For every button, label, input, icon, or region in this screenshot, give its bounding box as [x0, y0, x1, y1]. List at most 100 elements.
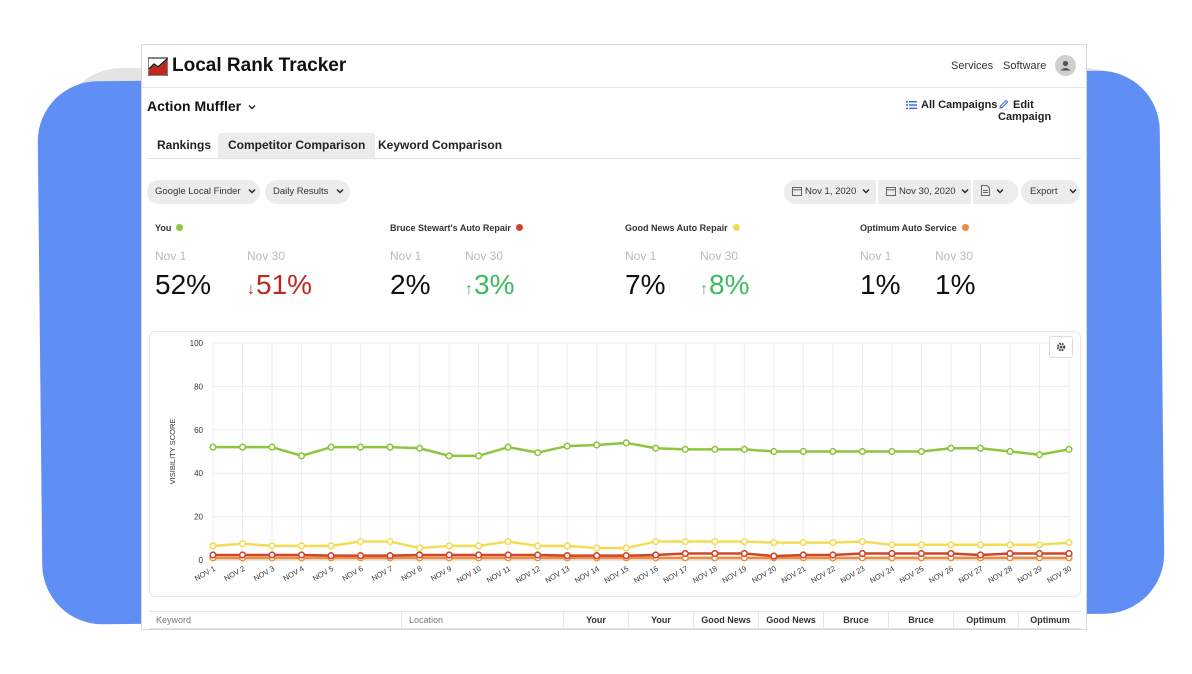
end-date-picker[interactable]: Nov 30, 2020	[878, 180, 971, 204]
data-point	[416, 544, 424, 552]
data-point	[888, 541, 896, 549]
x-tick-label: NOV 15	[603, 564, 631, 585]
user-icon	[1060, 60, 1071, 71]
all-campaigns-button[interactable]: All Campaigns	[906, 99, 997, 111]
x-tick-label: NOV 18	[691, 564, 719, 585]
x-tick-label: NOV 17	[662, 564, 690, 585]
metric-end-label: Nov 30	[247, 249, 286, 263]
x-tick-label: NOV 10	[455, 564, 483, 585]
data-point	[563, 542, 571, 550]
data-point	[209, 443, 217, 451]
data-point	[504, 443, 512, 451]
campaign-selector[interactable]: Action Muffler	[147, 98, 257, 114]
data-point	[209, 542, 217, 550]
data-point	[1065, 549, 1073, 558]
metric-start-label: Nov 1	[155, 249, 187, 263]
export-label: Export	[1030, 186, 1058, 197]
metric-start-label: Nov 1	[625, 249, 657, 263]
data-point	[976, 444, 985, 452]
data-point	[327, 443, 335, 451]
data-point	[238, 551, 247, 559]
data-point	[386, 443, 394, 451]
column-your-end[interactable]: Your	[628, 612, 693, 629]
x-tick-label: NOV 23	[839, 564, 867, 585]
chevron-down-icon	[862, 189, 870, 194]
data-point	[1065, 445, 1073, 453]
x-tick-label: NOV 24	[868, 564, 896, 585]
gear-icon	[1056, 342, 1066, 352]
data-point	[858, 447, 866, 456]
app-title: Local Rank Tracker	[172, 55, 347, 76]
data-point	[770, 447, 778, 456]
data-point	[740, 445, 748, 453]
x-tick-label: NOV 11	[485, 564, 512, 585]
data-point	[917, 541, 926, 549]
data-point	[829, 539, 837, 547]
tab-rankings[interactable]: Rankings	[157, 138, 212, 152]
tab-competitor-comparison[interactable]: Competitor Comparison	[218, 133, 376, 158]
column-good-news-start[interactable]: Good News	[693, 612, 758, 629]
column-bruce-end[interactable]: Bruce	[888, 612, 953, 629]
user-avatar[interactable]	[1055, 55, 1076, 76]
data-point	[770, 552, 778, 560]
data-point	[593, 552, 601, 560]
software-link[interactable]: Software	[1003, 60, 1047, 72]
source-dropdown[interactable]: Google Local Finder	[147, 180, 260, 204]
frequency-dropdown[interactable]: Daily Results	[265, 180, 350, 204]
data-point	[711, 537, 719, 546]
column-location[interactable]: Location	[401, 612, 563, 629]
x-tick-label: NOV 16	[632, 564, 660, 585]
data-point	[445, 542, 453, 550]
pencil-icon	[999, 99, 1009, 109]
x-tick-label: NOV 2	[223, 564, 247, 583]
data-point	[829, 447, 837, 456]
column-good-news-end[interactable]: Good News	[758, 612, 823, 629]
metric-title: Optimum Auto Service	[860, 223, 1086, 233]
x-tick-label: NOV 27	[957, 564, 985, 585]
data-point	[652, 551, 660, 559]
visibility-line-chart: 0 20 40 60 80 100 NOV 1 NOV 2 NOV 3 NOV 4 NOV 5 NOV…	[168, 339, 1073, 585]
y-tick-label: 80	[194, 382, 203, 391]
data-point	[799, 539, 807, 547]
start-date-picker[interactable]: Nov 1, 2020	[784, 180, 876, 204]
edit-campaign-button[interactable]: Edit Campaign	[998, 99, 1086, 123]
data-point	[681, 537, 689, 546]
data-point	[1035, 549, 1044, 558]
column-keyword[interactable]: Keyword	[156, 615, 192, 625]
tab-keyword-comparison[interactable]: Keyword Comparison	[378, 138, 503, 152]
data-point	[416, 551, 424, 559]
metric-end-label: Nov 30	[465, 249, 504, 263]
data-point	[356, 537, 365, 546]
campaign-name: Action Muffler	[147, 98, 242, 114]
keyword-table-header: Keyword Location Your Your Good News Goo…	[149, 611, 1081, 629]
column-your-start[interactable]: Your	[563, 612, 628, 629]
column-optimum-start[interactable]: Optimum	[953, 612, 1018, 629]
data-point	[327, 542, 335, 550]
tab-bar: Rankings Competitor Comparison Keyword C…	[147, 133, 1081, 159]
report-dropdown[interactable]	[973, 180, 1018, 204]
chart-settings-button[interactable]	[1049, 336, 1073, 358]
services-link[interactable]: Services	[951, 60, 994, 72]
x-tick-label: NOV 29	[1016, 564, 1044, 585]
frequency-value: Daily Results	[273, 186, 329, 197]
all-campaigns-label: All Campaigns	[921, 99, 998, 111]
start-date-value: Nov 1, 2020	[805, 186, 857, 197]
metric-end-label: Nov 30	[700, 249, 739, 263]
data-point	[534, 448, 542, 457]
data-point	[976, 551, 985, 559]
x-tick-label: NOV 3	[252, 564, 276, 583]
data-point	[475, 542, 483, 550]
top-bar: Local Rank Tracker Services Software	[142, 45, 1086, 88]
metric-optimum: Optimum Auto Service Nov 1 Nov 30 1% 1%	[860, 223, 1086, 303]
x-tick-label: NOV 19	[721, 564, 749, 585]
data-point	[1035, 541, 1044, 549]
series-line	[213, 552, 1069, 558]
metric-bruce-stewart: Bruce Stewart's Auto Repair Nov 1 Nov 30…	[390, 223, 620, 303]
legend-dot	[176, 224, 184, 231]
logo-chart-icon	[148, 57, 168, 76]
column-bruce-start[interactable]: Bruce	[823, 612, 888, 629]
export-dropdown[interactable]: Export	[1021, 180, 1080, 204]
column-optimum-end[interactable]: Optimum	[1018, 612, 1081, 629]
metric-start-value: 7%	[625, 269, 666, 300]
y-tick-label: 20	[194, 513, 203, 522]
